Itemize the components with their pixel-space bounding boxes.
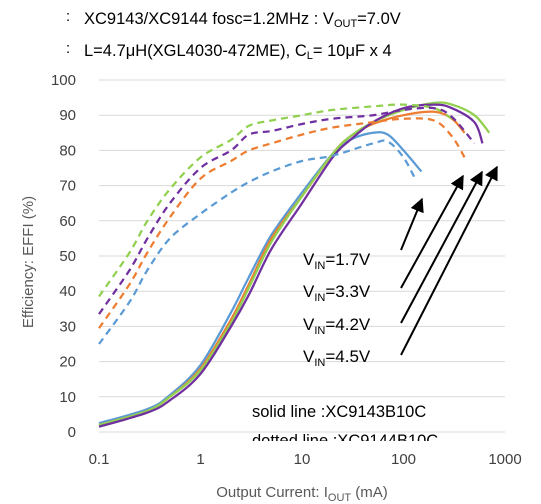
y-tick-label: 90 xyxy=(59,107,76,124)
y-tick-label: 40 xyxy=(59,283,76,300)
legend-dotted-note: dotted line :XC9144B10C xyxy=(252,432,438,450)
header-bullet-2: : xyxy=(66,40,71,57)
y-tick-label: 50 xyxy=(59,248,76,265)
y-tick-label: 70 xyxy=(59,178,76,195)
vin-arrow-3 xyxy=(400,165,498,356)
y-tick-label: 0 xyxy=(68,424,76,441)
y-tick-labels: 0 10 20 30 40 50 60 70 80 90 100 xyxy=(51,72,76,441)
arrow-layer xyxy=(400,165,498,356)
vin-arrow-0 xyxy=(400,197,424,251)
series-line-dotted-6 xyxy=(98,103,453,298)
vin-label: VIN=3.3V xyxy=(303,282,371,304)
vin-label: VIN=1.7V xyxy=(303,250,371,272)
annotation-layer: VIN=1.7V VIN=3.3V VIN=4.2V VIN=4.5V solid li… xyxy=(252,250,438,450)
vin-arrow-2 xyxy=(400,170,483,324)
y-tick-label: 20 xyxy=(59,354,76,371)
header-line-2: : L=4.7μH(XGL4030-472ME), CL= 10μF x 4 xyxy=(66,40,392,62)
grid-layer xyxy=(99,79,505,433)
header-line-2-end: = 10μF x 4 xyxy=(312,42,392,60)
x-axis-label: Output Current: IOUT (mA) xyxy=(216,484,388,504)
y-axis-label: Efficiency: EFFI (%) xyxy=(20,196,37,328)
y-tick-label: 10 xyxy=(59,389,76,406)
series-line-solid-0 xyxy=(98,131,423,425)
series-line-solid-3 xyxy=(98,103,484,428)
x-tick-label: 100 xyxy=(391,451,416,468)
series-line-dotted-7 xyxy=(98,106,476,315)
x-tick-label: 1 xyxy=(196,451,204,468)
y-tick-label: 100 xyxy=(51,72,76,89)
legend-solid-note: solid line :XC9143B10C xyxy=(252,403,426,421)
header-line-1-end: =7.0V xyxy=(357,10,401,28)
series-line-dotted-5 xyxy=(98,117,466,329)
header-line-2-sub: L xyxy=(306,50,313,62)
x-tick-label: 10 xyxy=(294,451,311,468)
vin-arrow-1 xyxy=(400,174,464,289)
header-line-1-text: XC9143/XC9144 fosc=1.2MHz : V xyxy=(84,10,334,28)
series-layer xyxy=(98,101,491,428)
x-tick-label: 0.1 xyxy=(89,451,110,468)
header-line-1: : XC9143/XC9144 fosc=1.2MHz : VOUT=7.0V xyxy=(66,8,401,30)
x-tick-label: 1000 xyxy=(488,451,521,468)
header-line-2-text: L=4.7μH(XGL4030-472ME), C xyxy=(84,42,307,60)
y-tick-label: 80 xyxy=(59,142,76,159)
vin-label: VIN=4.2V xyxy=(303,315,371,337)
series-line-solid-2 xyxy=(98,101,491,427)
vin-label: VIN=4.5V xyxy=(303,347,371,369)
x-tick-labels: 0.1 1 10 100 1000 xyxy=(89,451,522,468)
header-bullet-1: : xyxy=(66,8,71,25)
header-line-1-sub: OUT xyxy=(333,18,358,30)
y-tick-label: 60 xyxy=(59,213,76,230)
y-tick-label: 30 xyxy=(59,318,76,335)
